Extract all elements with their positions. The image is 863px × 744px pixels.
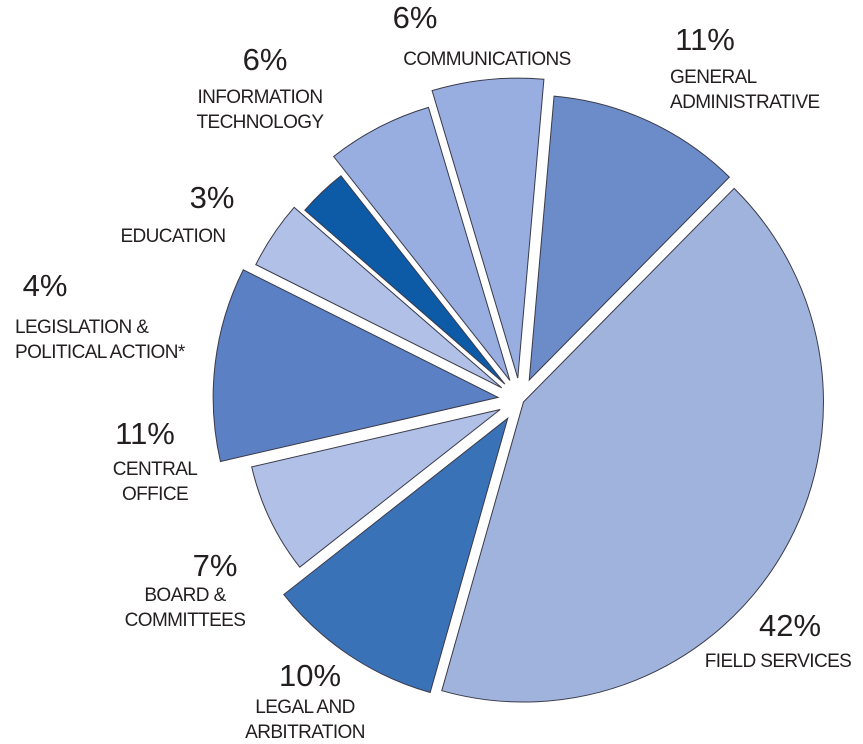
value-label: 4% [23,268,68,303]
value-label: 11% [675,22,735,57]
pie-slice [431,77,545,379]
pie-slice [283,416,509,694]
pie-slice [255,206,503,389]
category-label: GENERAL ADMINISTRATIVE [670,67,820,113]
category-label: BOARD & COMMITTEES [125,585,246,631]
pie-slice [528,95,731,382]
pie-slice [212,269,500,463]
category-label: FIELD SERVICES [705,651,851,672]
value-label: 11% [115,416,175,451]
pie-slice [441,187,824,703]
category-label: EDUCATION [120,226,225,247]
pie-slice [304,175,506,385]
category-label: LEGISLATION & POLITICAL ACTION* [15,317,186,363]
category-label: CENTRAL OFFICE [113,459,198,505]
value-label: 10% [279,658,341,693]
category-label: LEGAL AND ARBITRATION [245,697,365,743]
category-label: COMMUNICATIONS [403,49,571,70]
value-label: 3% [190,180,235,215]
pie-slice [251,409,501,568]
value-label: 7% [193,548,238,583]
value-label: 6% [243,42,288,77]
value-label: 42% [759,608,821,643]
value-label: 6% [393,0,438,35]
category-label: INFORMATION TECHNOLOGY [196,87,324,133]
pie-slice [332,106,511,381]
